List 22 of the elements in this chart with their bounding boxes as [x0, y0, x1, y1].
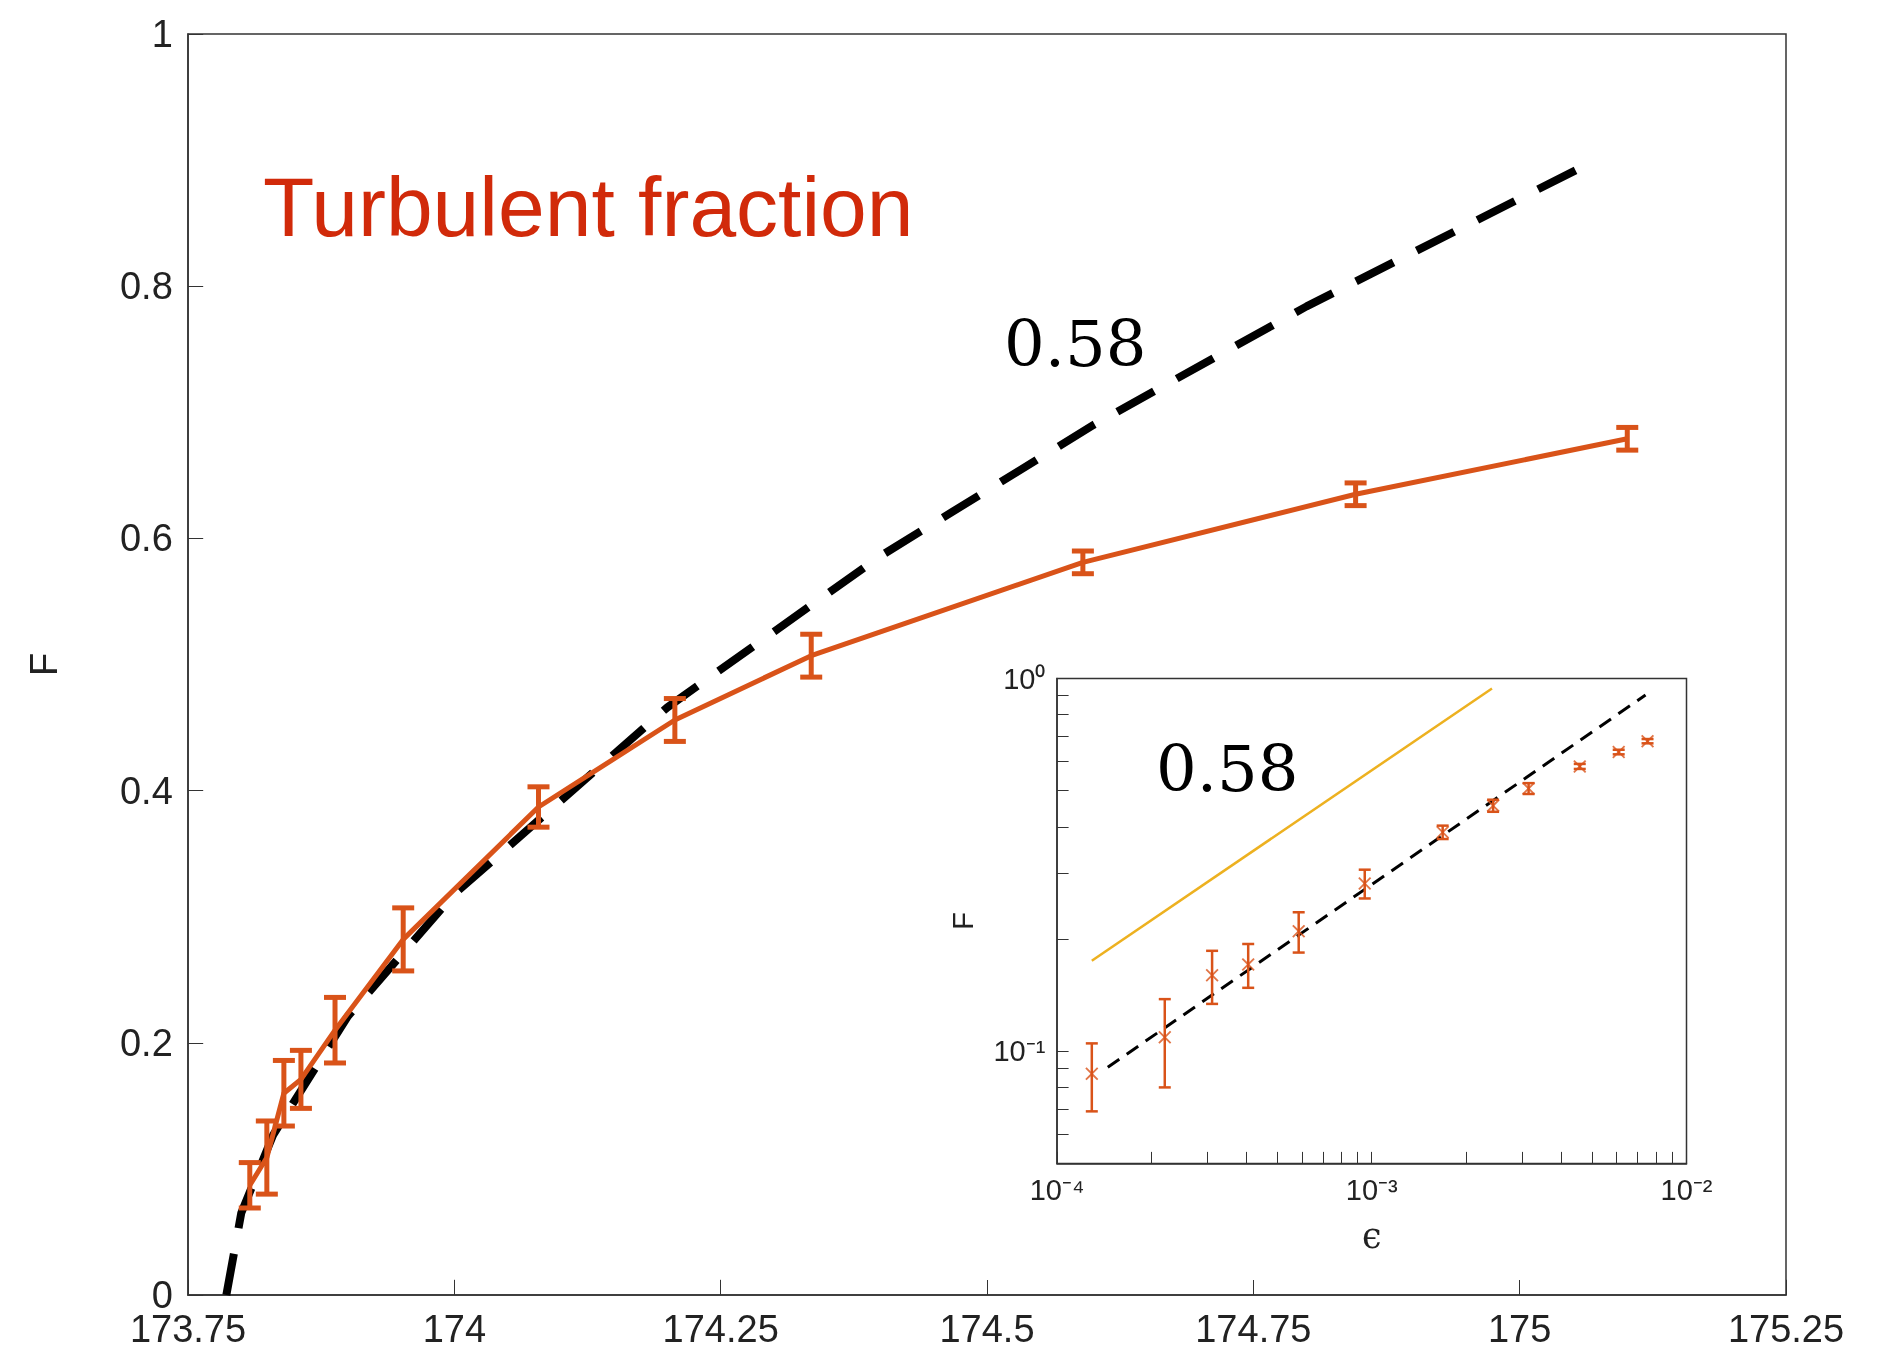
x-tick-label: 175 — [1487, 1308, 1552, 1351]
y-tick-label: 10⁰ — [1003, 662, 1046, 695]
y-axis-title: F — [23, 652, 65, 677]
annotation: 0.58 — [1004, 306, 1147, 381]
annotation: 0.58 — [1156, 731, 1299, 806]
y-tick-label: 1 — [151, 13, 173, 55]
x-tick-label: 174 — [422, 1308, 487, 1351]
x-tick-label: 174.75 — [1195, 1308, 1312, 1351]
y-tick-label: 0.6 — [119, 517, 173, 560]
text: Turbulent fraction — [263, 160, 914, 254]
x-tick-label: 10⁻⁴ — [1029, 1173, 1085, 1206]
x-tick-label: 10⁻² — [1660, 1173, 1713, 1206]
x-tick-label: 10⁻³ — [1345, 1173, 1399, 1206]
y-tick-label: 10⁻¹ — [993, 1035, 1046, 1068]
y-axis-title: F — [946, 912, 979, 930]
y-tick-label: 0.4 — [119, 769, 173, 812]
x-tick-label: 174.25 — [662, 1308, 779, 1351]
y-tick-label: 0.2 — [119, 1021, 173, 1064]
x-tick-label: 174.5 — [939, 1308, 1035, 1351]
x-tick-label: 175.25 — [1727, 1308, 1845, 1351]
x-axis-title: ϵ — [1362, 1216, 1382, 1256]
y-tick-label: 0.8 — [119, 265, 173, 308]
